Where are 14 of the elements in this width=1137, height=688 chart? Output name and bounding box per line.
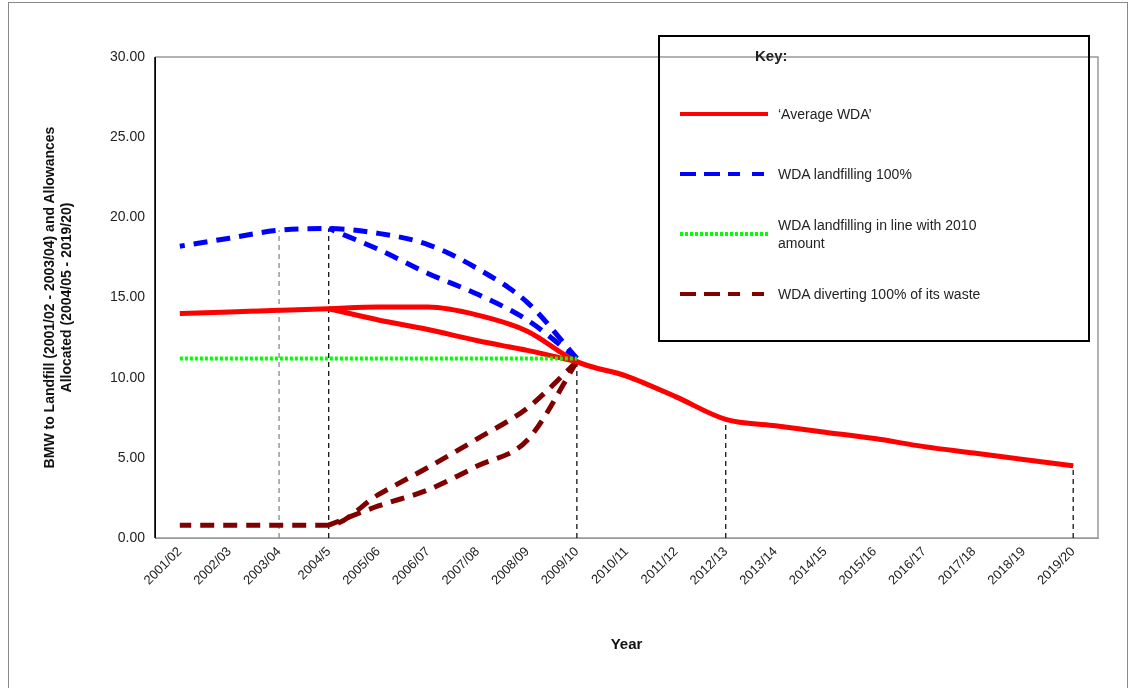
legend-label: ‘Average WDA’ <box>778 105 873 123</box>
y-tick-label: 5.00 <box>117 448 146 465</box>
y-tick-label: 10.00 <box>109 368 146 385</box>
y-tick-label: 0.00 <box>117 528 146 545</box>
y-tick-label: 15.00 <box>109 288 146 305</box>
x-axis-title: Year <box>610 635 643 653</box>
y-tick-label: 25.00 <box>109 128 146 145</box>
y-tick-label: 20.00 <box>109 208 146 225</box>
legend-title: Key: <box>755 47 788 64</box>
y-tick-label: 30.00 <box>109 47 146 64</box>
legend-label: WDA diverting 100% of its waste <box>778 285 982 303</box>
legend-label: WDA landfilling in line with 2010 amount <box>778 216 978 252</box>
legend-label: WDA landfilling 100% <box>778 165 913 183</box>
y-axis-title: BMW to Landfill (2001/02 - 2003/04) and Allowances Allocated (2004/05 - 2019/20) <box>41 126 75 469</box>
